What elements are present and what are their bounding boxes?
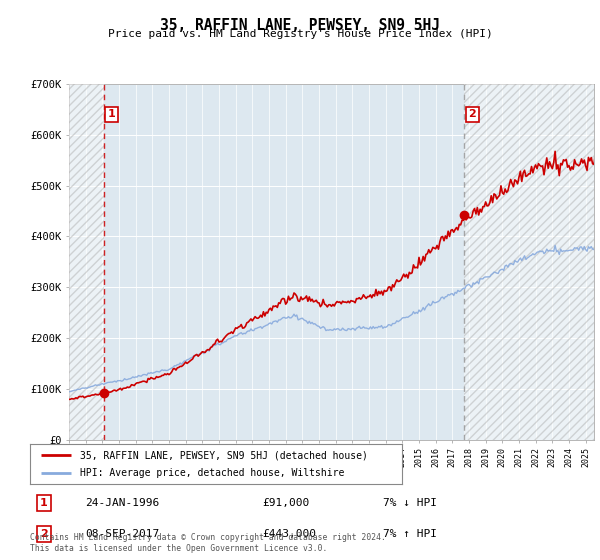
Text: £91,000: £91,000	[262, 498, 309, 508]
Text: 2: 2	[469, 109, 476, 119]
Text: 1: 1	[108, 109, 116, 119]
Text: 08-SEP-2017: 08-SEP-2017	[85, 529, 160, 539]
Text: 7% ↓ HPI: 7% ↓ HPI	[383, 498, 437, 508]
Text: £443,000: £443,000	[262, 529, 316, 539]
Text: 1: 1	[40, 498, 47, 508]
Text: Price paid vs. HM Land Registry's House Price Index (HPI): Price paid vs. HM Land Registry's House …	[107, 29, 493, 39]
Text: 2: 2	[40, 529, 47, 539]
Text: Contains HM Land Registry data © Crown copyright and database right 2024.
This d: Contains HM Land Registry data © Crown c…	[30, 533, 386, 553]
Text: HPI: Average price, detached house, Wiltshire: HPI: Average price, detached house, Wilt…	[80, 468, 344, 478]
Text: 35, RAFFIN LANE, PEWSEY, SN9 5HJ (detached house): 35, RAFFIN LANE, PEWSEY, SN9 5HJ (detach…	[80, 450, 368, 460]
Text: 35, RAFFIN LANE, PEWSEY, SN9 5HJ: 35, RAFFIN LANE, PEWSEY, SN9 5HJ	[160, 18, 440, 33]
Text: 24-JAN-1996: 24-JAN-1996	[85, 498, 160, 508]
Bar	[69, 84, 104, 440]
Bar	[464, 84, 594, 440]
Text: 7% ↑ HPI: 7% ↑ HPI	[383, 529, 437, 539]
